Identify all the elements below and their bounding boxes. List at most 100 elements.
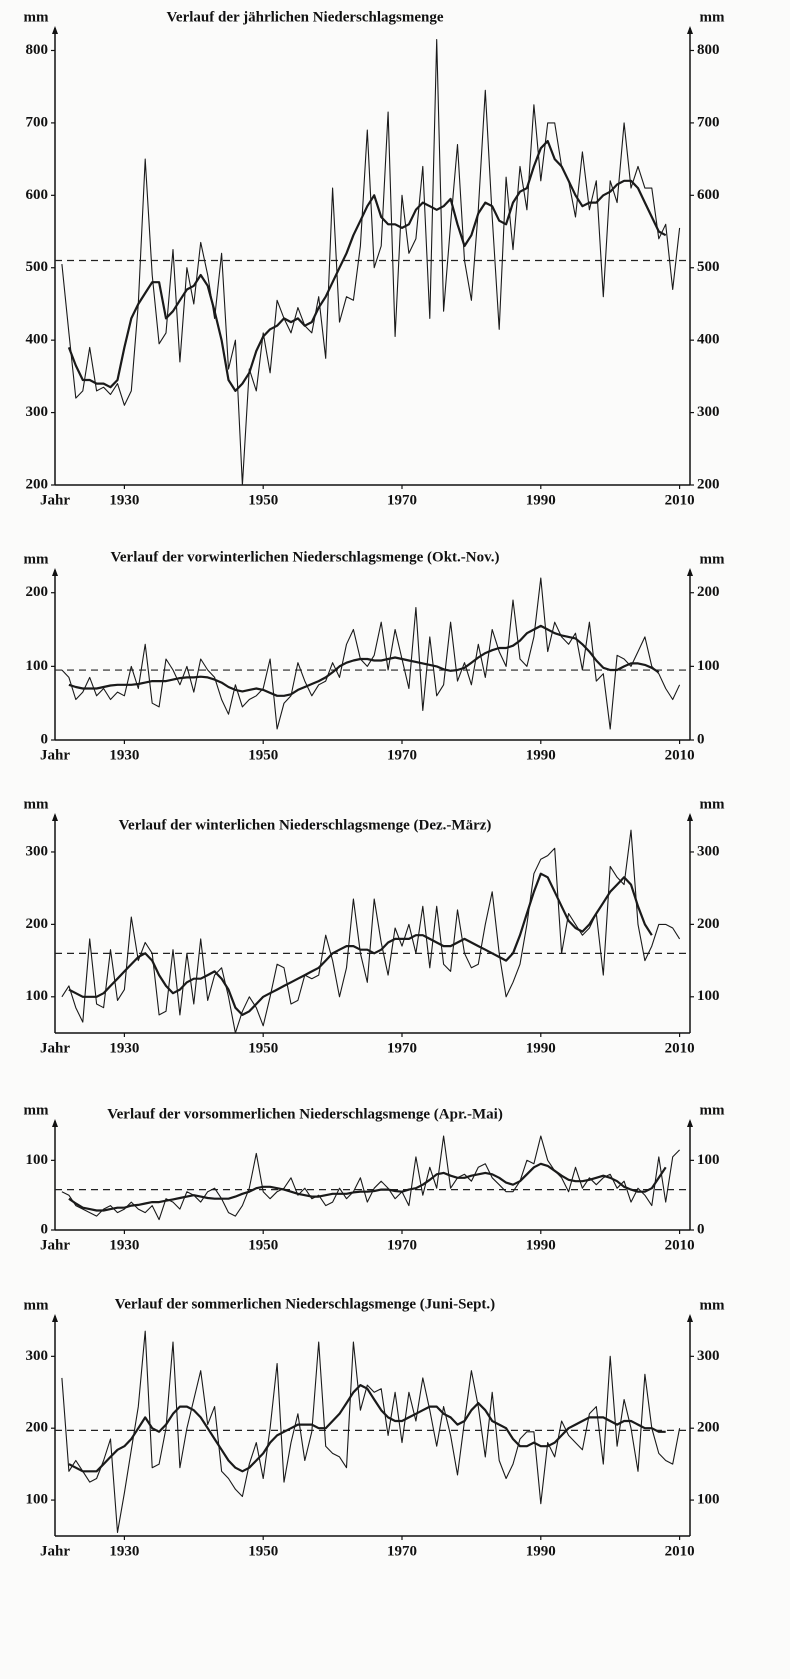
y2-tick-label: 300 — [697, 843, 720, 859]
x-tick-label: 1950 — [248, 492, 278, 508]
x-tick-label: 1950 — [248, 1040, 278, 1056]
x-tick-label: 1990 — [526, 1237, 556, 1253]
x-tick-label: 1950 — [248, 747, 278, 763]
y2-tick-label: 0 — [697, 1221, 705, 1237]
y-tick-label: 300 — [26, 404, 49, 420]
x-tick-label: 1990 — [526, 1040, 556, 1056]
y2-axis-label: mm — [700, 1297, 725, 1313]
y-axis-label: mm — [24, 551, 49, 567]
data-line — [61, 829, 681, 1034]
x-tick-label: 1970 — [387, 1543, 417, 1559]
y-axis-arrow — [52, 1119, 58, 1127]
data-line — [67, 139, 667, 392]
x-tick-label: 1930 — [109, 1040, 139, 1056]
x-tick-label: 2010 — [665, 1543, 695, 1559]
y2-tick-label: 100 — [697, 1492, 720, 1508]
data-line — [61, 1135, 680, 1221]
y-tick-label: 100 — [26, 988, 49, 1004]
x-tick-label: 2010 — [665, 1237, 695, 1253]
data-line — [68, 872, 653, 1016]
data-line — [68, 1162, 667, 1212]
data-line — [61, 577, 681, 730]
y-tick-label: 500 — [26, 259, 49, 275]
y2-axis-arrow — [687, 813, 693, 821]
x-axis-label: Jahr — [40, 1237, 70, 1253]
x-tick-label: 1990 — [526, 747, 556, 763]
x-tick-label: 1970 — [387, 492, 417, 508]
y2-tick-label: 0 — [697, 731, 705, 747]
y2-axis-arrow — [687, 26, 693, 34]
y2-tick-label: 300 — [697, 404, 720, 420]
x-tick-label: 1970 — [387, 747, 417, 763]
x-tick-label: 2010 — [665, 1040, 695, 1056]
y2-axis-label: mm — [700, 796, 725, 812]
x-tick-label: 1990 — [526, 492, 556, 508]
y2-tick-label: 200 — [697, 916, 720, 932]
y-tick-label: 100 — [26, 658, 49, 674]
x-tick-label: 1950 — [248, 1237, 278, 1253]
x-axis-label: Jahr — [40, 747, 70, 763]
chart-title: Verlauf der jährlichen Niederschlagsmeng… — [166, 9, 443, 25]
x-tick-label: 1930 — [109, 492, 139, 508]
y2-tick-label: 100 — [697, 658, 720, 674]
y2-tick-label: 600 — [697, 187, 720, 203]
x-tick-label: 1950 — [248, 1543, 278, 1559]
x-axis-label: Jahr — [40, 1543, 70, 1559]
y2-tick-label: 100 — [697, 1152, 720, 1168]
y-tick-label: 200 — [26, 584, 49, 600]
y2-tick-label: 200 — [697, 476, 720, 492]
y2-tick-label: 200 — [697, 1420, 720, 1436]
y-tick-label: 300 — [26, 843, 49, 859]
y2-axis-label: mm — [700, 9, 725, 25]
y-tick-label: 600 — [26, 187, 49, 203]
y2-tick-label: 800 — [697, 42, 720, 58]
y-tick-label: 200 — [26, 1420, 49, 1436]
y2-axis-label: mm — [700, 551, 725, 567]
y-tick-label: 0 — [41, 1221, 49, 1237]
y-axis-arrow — [52, 813, 58, 821]
x-tick-label: 2010 — [665, 747, 695, 763]
y-axis-label: mm — [24, 9, 49, 25]
data-line — [61, 1330, 681, 1533]
y-axis-label: mm — [24, 1102, 49, 1118]
y2-tick-label: 100 — [697, 988, 720, 1004]
chart-title: Verlauf der sommerlichen Niederschlagsme… — [115, 1296, 495, 1312]
chart-title: Verlauf der vorsommerlichen Niederschlag… — [107, 1106, 503, 1122]
y2-tick-label: 300 — [697, 1348, 720, 1364]
y-axis-arrow — [52, 26, 58, 34]
x-tick-label: 1930 — [109, 747, 139, 763]
y2-axis-arrow — [687, 1314, 693, 1322]
x-tick-label: 1930 — [109, 1543, 139, 1559]
y-tick-label: 100 — [26, 1152, 49, 1168]
y-tick-label: 300 — [26, 1348, 49, 1364]
y2-tick-label: 200 — [697, 584, 720, 600]
y2-tick-label: 500 — [697, 259, 720, 275]
y-axis-arrow — [52, 1314, 58, 1322]
x-axis-label: Jahr — [40, 1040, 70, 1056]
x-axis-label: Jahr — [40, 492, 70, 508]
y-axis-arrow — [52, 568, 58, 576]
x-tick-label: 1990 — [526, 1543, 556, 1559]
y-tick-label: 200 — [26, 916, 49, 932]
y-tick-label: 100 — [26, 1492, 49, 1508]
y2-axis-label: mm — [700, 1102, 725, 1118]
data-line — [68, 1384, 666, 1473]
x-tick-label: 1970 — [387, 1237, 417, 1253]
y-axis-label: mm — [24, 1297, 49, 1313]
y-tick-label: 800 — [26, 42, 49, 58]
data-line — [68, 624, 660, 697]
y-axis-label: mm — [24, 796, 49, 812]
chart-title: Verlauf der vorwinterlichen Niederschlag… — [110, 549, 499, 565]
x-tick-label: 2010 — [665, 492, 695, 508]
y-tick-label: 400 — [26, 332, 49, 348]
y-tick-label: 200 — [26, 476, 49, 492]
y2-axis-arrow — [687, 568, 693, 576]
y2-tick-label: 700 — [697, 114, 720, 130]
y2-axis-arrow — [687, 1119, 693, 1127]
data-line — [61, 39, 681, 486]
y-tick-label: 0 — [41, 731, 49, 747]
chart-title: Verlauf der winterlichen Niederschlagsme… — [119, 817, 492, 833]
y2-tick-label: 400 — [697, 332, 720, 348]
x-tick-label: 1930 — [109, 1237, 139, 1253]
